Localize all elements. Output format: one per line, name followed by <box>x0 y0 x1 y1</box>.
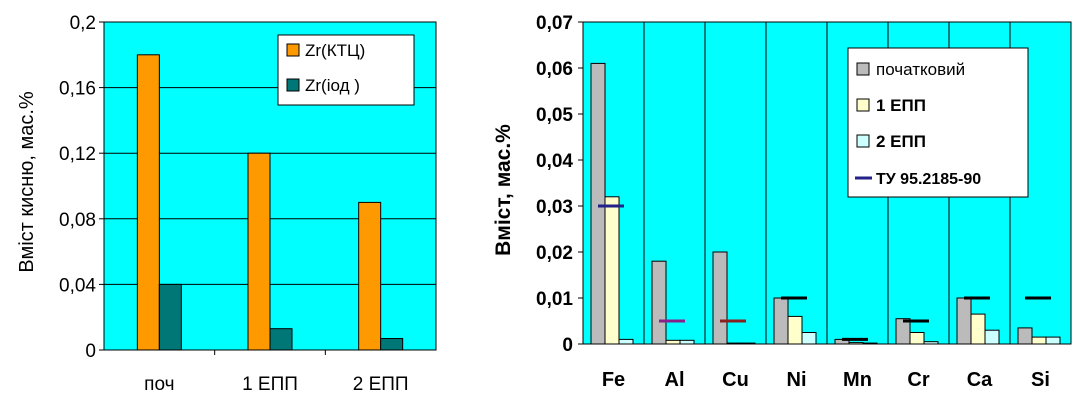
right-bar <box>604 196 620 345</box>
right-bar <box>740 342 756 345</box>
right-x-tick-label: Cr <box>907 369 929 391</box>
left-x-tick-label: поч <box>144 374 174 395</box>
right-x-tick-label: Mn <box>843 369 872 391</box>
left-legend: Zr(КТЦ) Zr(іод ) <box>277 34 415 106</box>
right-bar <box>726 342 742 345</box>
left-y-tick-label: 0,04 <box>59 275 96 296</box>
right-y-tick-label: 0,01 <box>536 289 573 310</box>
right-limit-markers <box>598 204 1051 341</box>
impurity-content-chart: 0 0,01 0,02 0,03 0,04 0,05 0,06 0,07 Fe Al Cu Ni Mn… <box>492 13 1072 391</box>
left-x-tick-label: 1 ЕПП <box>242 374 298 395</box>
right-bar <box>1017 327 1033 345</box>
left-y-tick-label: 0,08 <box>59 210 96 231</box>
right-bar <box>787 315 803 345</box>
left-bar <box>269 328 293 351</box>
right-bar <box>618 338 634 345</box>
right-y-axis-label: Вміст, мас.% <box>492 124 515 256</box>
legend-swatch-zr-iod <box>286 78 300 92</box>
right-y-tick-label: 0,07 <box>536 13 573 34</box>
legend-label-zr-ktc: Zr(КТЦ) <box>305 41 365 60</box>
right-bar <box>712 251 728 345</box>
left-x-tick-labels: поч 1 ЕПП 2 ЕПП <box>144 374 408 395</box>
left-y-tick-labels: 0 0,04 0,08 0,12 0,16 0,2 <box>59 13 96 362</box>
right-x-tick-label: Cu <box>722 369 749 391</box>
right-x-tick-label: Ca <box>967 369 993 391</box>
left-y-tick-label: 0,16 <box>59 79 96 100</box>
left-x-tick-label: 2 ЕПП <box>353 374 409 395</box>
left-y-tick-label: 0 <box>85 341 96 362</box>
legend-label-epp2: 2 ЕПП <box>876 132 926 151</box>
right-bar <box>862 342 878 345</box>
right-bar <box>665 339 681 345</box>
legend-label-epp1-text: 1 ЕПП <box>876 96 926 115</box>
legend-label-zr-iod: Zr(іод ) <box>305 76 360 95</box>
right-bar <box>909 332 925 345</box>
oxygen-content-chart: 0 0,04 0,08 0,12 0,16 0,2 поч 1 ЕПП 2 ЕПП Вміст… <box>16 13 437 395</box>
right-legend: початковий 1 ЕПП 2 ЕПП ТУ 95.2185-90 <box>847 47 1029 198</box>
left-y-axis-label: Вміст кисню, мас.% <box>16 91 38 273</box>
right-x-tick-label: Al <box>665 369 685 391</box>
left-bar <box>158 283 182 351</box>
right-bar <box>923 341 939 345</box>
left-bars <box>136 54 404 351</box>
right-legend-box <box>847 47 1029 198</box>
right-bar <box>848 342 864 345</box>
right-bar <box>895 318 911 345</box>
left-y-tick-label: 0,12 <box>59 144 96 165</box>
right-x-tick-label: Fe <box>602 369 625 391</box>
right-y-tick-label: 0,03 <box>536 197 573 218</box>
right-y-tick-label: 0,02 <box>536 243 573 264</box>
right-bar <box>651 260 667 345</box>
right-bar <box>679 339 695 345</box>
legend-label-initial: початковий <box>876 60 965 79</box>
right-y-tick-label: 0 <box>562 335 573 356</box>
right-bar <box>1045 336 1061 345</box>
right-x-tick-label: Si <box>1031 369 1050 391</box>
legend-swatch-epp1 <box>856 98 870 112</box>
right-bar <box>984 329 1000 345</box>
left-bar <box>247 152 271 351</box>
legend-label-epp2-text: 2 ЕПП <box>876 132 926 151</box>
right-bar <box>970 313 986 345</box>
legend-label-epp1: 1 ЕПП <box>876 96 926 115</box>
left-bar <box>380 338 404 351</box>
right-x-tick-labels: Fe Al Cu Ni Mn Cr Ca Si <box>602 369 1050 391</box>
right-bar <box>801 332 817 345</box>
right-y-tick-label: 0,04 <box>536 151 573 172</box>
right-bar <box>773 297 789 345</box>
right-bar <box>1031 336 1047 345</box>
right-y-tick-label: 0,06 <box>536 59 573 80</box>
legend-swatch-epp2 <box>856 134 870 148</box>
legend-swatch-initial <box>856 62 870 76</box>
right-y-tick-labels: 0 0,01 0,02 0,03 0,04 0,05 0,06 0,07 <box>536 13 573 356</box>
left-bar <box>358 201 382 351</box>
right-x-tick-label: Ni <box>787 369 807 391</box>
right-bars <box>590 62 1061 345</box>
left-legend-box <box>277 34 415 106</box>
legend-label-spec-limit: ТУ 95.2185-90 <box>876 171 981 188</box>
legend-swatch-zr-ktc <box>286 43 300 57</box>
left-y-tick-label: 0,2 <box>70 13 96 34</box>
left-bar <box>136 54 160 351</box>
right-bar <box>590 62 606 345</box>
right-bar <box>956 297 972 345</box>
right-y-tick-label: 0,05 <box>536 105 573 126</box>
